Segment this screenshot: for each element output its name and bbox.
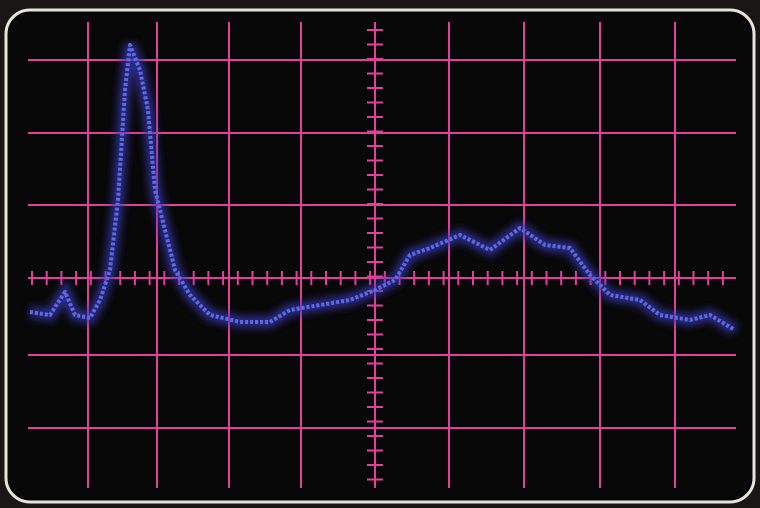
axis-ticks bbox=[31, 29, 724, 481]
trace bbox=[29, 43, 737, 332]
